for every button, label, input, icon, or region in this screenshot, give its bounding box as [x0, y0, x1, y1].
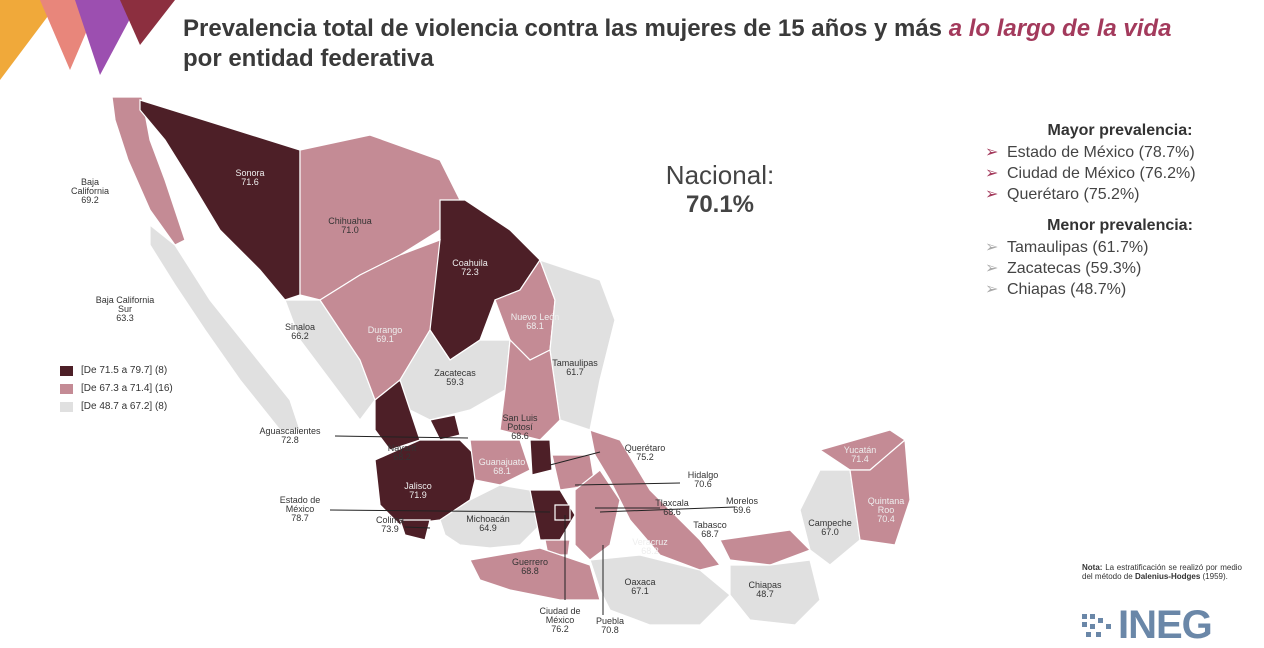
legend-swatch — [60, 383, 73, 394]
state-label-col: Colima 73.9 — [376, 515, 404, 534]
state-gto — [469, 439, 531, 486]
state-labels: Baja California 69.2 Baja California Sur 63.3… — [71, 168, 904, 635]
arrow-icon: ➢ — [985, 165, 999, 182]
national-label: Nacional: — [665, 160, 775, 190]
state-chih — [299, 134, 461, 301]
state-label-tamps: Tamaulipas 61.7 — [552, 358, 598, 377]
state-label-son: Sonora 71.6 — [235, 168, 264, 187]
state-label-bcs: Baja California Sur 63.3 — [96, 295, 155, 323]
arrow-icon: ➢ — [985, 144, 999, 161]
state-chis — [729, 559, 821, 626]
state-label-pue: Puebla 70.8 — [596, 616, 624, 635]
leader-line — [574, 482, 681, 486]
state-label-cdmx: Ciudad de México 76.2 — [539, 606, 580, 634]
state-label-slp: San Luis Potosí 68.6 — [502, 413, 538, 441]
state-cdmx — [554, 504, 571, 521]
state-label-zac: Zacatecas 59.3 — [434, 368, 476, 387]
state-label-chis: Chiapas 48.7 — [748, 580, 782, 599]
state-qro — [529, 439, 553, 476]
state-label-edomex: Estado de México 78.7 — [280, 495, 321, 523]
arrow-icon: ➢ — [985, 260, 999, 277]
national-summary: Nacional: 70.1% — [620, 160, 820, 219]
state-regions — [111, 96, 911, 626]
state-label-ver: Veracruz 68.2 — [632, 537, 668, 556]
arrow-icon: ➢ — [985, 186, 999, 203]
arrow-icon: ➢ — [985, 281, 999, 298]
state-label-qroo: Quintana Roo 70.4 — [868, 496, 905, 524]
state-label-nay: Nayarit 68.2 — [388, 443, 417, 462]
national-value: 70.1% — [685, 191, 755, 218]
leader-lines — [329, 435, 736, 615]
state-label-jal: Jalisco 71.9 — [404, 481, 432, 500]
inegi-logo: INEG — [1080, 603, 1213, 648]
state-label-gto: Guanajuato 68.1 — [479, 457, 526, 476]
state-label-oax: Oaxaca 67.1 — [624, 577, 655, 596]
leader-line — [334, 435, 469, 439]
state-label-mor: Morelos 69.6 — [726, 496, 759, 515]
title-highlight: a lo largo de la vida — [948, 15, 1172, 42]
mayor-item: ➢ Ciudad de México (76.2%) — [985, 165, 1196, 182]
state-bc — [111, 96, 186, 246]
menor-item: ➢ Chiapas (48.7%) — [985, 281, 1127, 298]
title-main: Prevalencia total de violencia contra la… — [183, 15, 943, 42]
mexico-map: Baja California 69.2 Baja California Sur 63.3… — [71, 96, 911, 635]
mayor-item: ➢ Querétaro (75.2%) — [985, 186, 1140, 203]
state-slp — [499, 338, 561, 441]
state-col — [399, 519, 431, 541]
mayor-item: ➢ Estado de México (78.7%) — [985, 144, 1195, 161]
state-label-chih: Chihuahua 71.0 — [328, 216, 372, 235]
legend-row-mid: [De 67.3 a 71.4] (16) — [60, 383, 173, 394]
state-label-hgo: Hidalgo 70.6 — [688, 470, 719, 489]
state-label-sin: Sinaloa 66.2 — [285, 322, 315, 341]
state-label-tab: Tabasco 68.7 — [693, 520, 727, 539]
leader-line — [549, 451, 601, 466]
menor-title: Menor prevalencia: — [1047, 217, 1193, 234]
state-label-qro: Querétaro 75.2 — [625, 443, 666, 462]
arrow-icon: ➢ — [985, 239, 999, 256]
menor-item: ➢ Zacatecas (59.3%) — [985, 260, 1142, 277]
state-label-gro: Guerrero 68.8 — [512, 557, 548, 576]
state-gro — [469, 547, 601, 601]
inegi-dots-icon — [1082, 614, 1111, 638]
mayor-list: ➢ Estado de México (78.7%) ➢ Ciudad de Méx… — [985, 142, 1255, 205]
state-tab — [719, 529, 812, 566]
state-label-coah: Coahuila 72.3 — [452, 258, 488, 277]
mayor-title: Mayor prevalencia: — [1047, 122, 1193, 139]
logo-triangle-orange — [0, 0, 60, 80]
state-mich — [439, 484, 541, 549]
legend-row-low: [De 48.7 a 67.2] (8) — [60, 401, 173, 412]
leader-line — [404, 526, 431, 529]
state-bcs — [149, 223, 301, 431]
state-label-tlax: Tlaxcala 68.6 — [655, 498, 689, 517]
legend-swatch — [60, 365, 73, 376]
state-label-dgo: Durango 69.1 — [368, 325, 403, 344]
state-label-camp: Campeche 67.0 — [808, 518, 852, 537]
state-pue — [574, 469, 621, 561]
page-title: Prevalencia total de violencia contra la… — [183, 14, 1258, 74]
method-note: Nota: La estratificación se realizó por … — [1082, 563, 1242, 581]
menor-list: ➢ Tamaulipas (61.7%) ➢ Zacatecas (59.3%) ➢… — [985, 237, 1255, 300]
state-label-ags: Aguascalientes 72.8 — [259, 426, 321, 445]
logo-triangle-wine — [120, 0, 175, 45]
title-line2: por entidad federativa — [183, 45, 434, 72]
logo-triangle-purple — [75, 0, 140, 75]
state-qroo — [849, 438, 911, 546]
leader-line — [329, 509, 551, 513]
state-label-nl: Nuevo León 68.1 — [511, 312, 560, 331]
state-label-bc: Baja California 69.2 — [71, 177, 109, 205]
legend-swatch — [60, 401, 73, 412]
leader-line — [599, 506, 736, 513]
ranking-panel: Mayor prevalencia: ➢ Estado de México (78… — [985, 122, 1255, 312]
menor-item: ➢ Tamaulipas (61.7%) — [985, 239, 1149, 256]
map-legend: [De 71.5 a 79.7] (8) [De 67.3 a 71.4] (1… — [60, 365, 173, 419]
state-ags — [429, 414, 461, 441]
state-label-yuc: Yucatán 71.4 — [844, 445, 877, 464]
state-label-mich: Michoacán 64.9 — [466, 514, 510, 533]
legend-row-high: [De 71.5 a 79.7] (8) — [60, 365, 173, 376]
corner-logo-shapes — [0, 0, 175, 80]
